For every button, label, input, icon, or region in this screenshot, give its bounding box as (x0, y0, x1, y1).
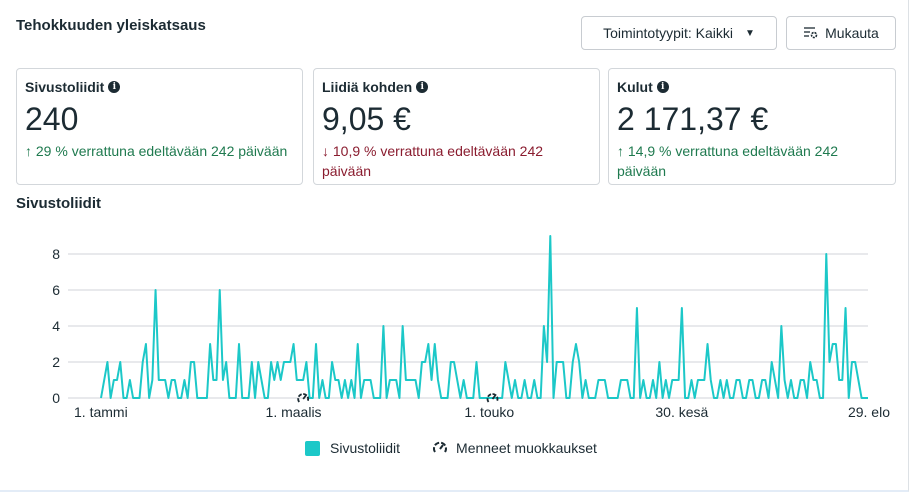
legend-series-label: Sivustoliidit (330, 440, 401, 456)
past-edits-icon (433, 441, 448, 453)
x-tick-label: 30. kesä (655, 404, 708, 420)
metric-card-cost-per-lead: Liidiä kohden i 9,05 € ↓ 10,9 % verrattun… (313, 68, 600, 185)
x-tick-label: 1. tammi (74, 404, 128, 420)
legend-edits-label: Menneet muokkaukset (456, 440, 597, 456)
past-edit-marker (486, 393, 499, 403)
settings-list-icon (804, 27, 818, 39)
metric-card-site-leads: Sivustoliidit i 240 ↑ 29 % verrattuna ede… (16, 68, 303, 185)
y-tick-label: 6 (52, 282, 60, 298)
metric-label: Liidiä kohden (322, 79, 413, 95)
info-icon[interactable]: i (108, 81, 121, 93)
page-title: Tehokkuuden yleiskatsaus (16, 17, 206, 34)
info-icon[interactable]: i (416, 81, 429, 93)
metric-value: 9,05 € (322, 101, 411, 137)
customize-button[interactable]: Mukauta (786, 16, 896, 50)
metric-delta: ↓ 10,9 % verrattuna edeltävään 242 päivä… (322, 143, 544, 179)
metric-label: Sivustoliidit (25, 79, 105, 95)
chart-title: Sivustoliidit (16, 195, 102, 212)
x-tick-label: 29. elo (848, 404, 890, 420)
customize-label: Mukauta (825, 25, 879, 41)
y-tick-label: 8 (52, 246, 60, 262)
chart-legend: Sivustoliidit Menneet muokkaukset (305, 440, 597, 456)
metric-delta: ↑ 14,9 % verrattuna edeltävään 242 päivä… (617, 143, 839, 179)
metric-delta: ↑ 29 % verrattuna edeltävään 242 päivään (25, 143, 288, 159)
series-swatch (305, 440, 320, 456)
caret-down-icon: ▼ (745, 27, 755, 39)
y-tick-label: 2 (52, 354, 60, 370)
y-tick-label: 0 (52, 390, 60, 406)
metric-label: Kulut (617, 79, 653, 95)
metric-value: 2 171,37 € (617, 101, 769, 137)
x-tick-label: 1. maalis (266, 404, 322, 420)
series-line-sivustoliidit (100, 235, 868, 399)
metric-card-spend: Kulut i 2 171,37 € ↑ 14,9 % verrattuna ed… (608, 68, 896, 185)
x-tick-label: 1. touko (464, 404, 514, 420)
metric-value: 240 (25, 101, 79, 137)
action-type-filter-dropdown[interactable]: Toimintotyypit: Kaikki ▼ (581, 16, 777, 50)
info-icon[interactable]: i (656, 81, 669, 93)
past-edit-marker (297, 393, 310, 403)
filter-label: Toimintotyypit: Kaikki (603, 25, 734, 41)
y-tick-label: 4 (52, 318, 60, 334)
